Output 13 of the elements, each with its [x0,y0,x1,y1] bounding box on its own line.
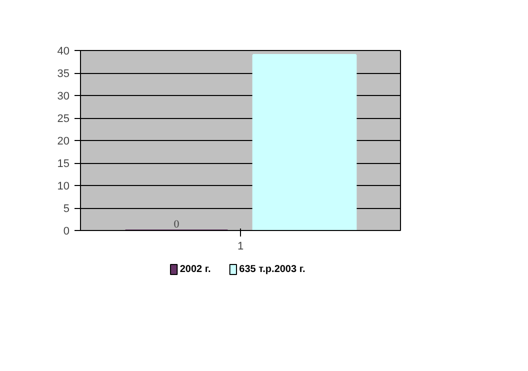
y-tick-label: 15 [57,158,70,170]
legend-label: 2002 г. [180,264,212,275]
x-tick-label: 1 [237,240,244,252]
y-tick-label: 5 [63,203,70,215]
y-tick-label: 25 [57,113,70,125]
y-tick-label: 20 [57,136,70,148]
data-label: 0 [174,218,180,230]
y-tick-label: 35 [57,68,70,80]
y-tick-label: 0 [63,226,70,238]
y-tick-label: 30 [57,90,70,102]
y-tick-label: 40 [57,46,70,58]
legend-label: 635 т.р.2003 г. [239,264,306,275]
y-tick-label: 10 [57,180,70,192]
